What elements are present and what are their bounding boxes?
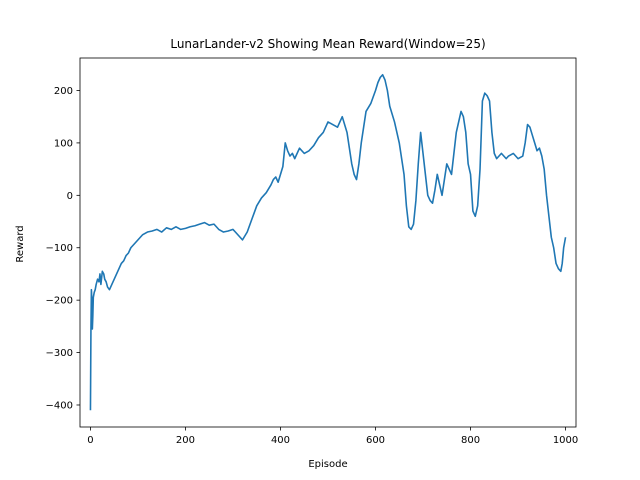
y-tick-label: −400 <box>46 400 73 411</box>
plot-frame <box>79 57 577 428</box>
x-tick-label: 200 <box>176 435 195 446</box>
x-tick-label: 800 <box>461 435 480 446</box>
series-line <box>89 73 567 411</box>
x-axis-ticks: 0 200 400 600 800 1000 <box>87 427 578 446</box>
x-axis-label: Episode <box>308 459 347 470</box>
x-tick-label: 0 <box>87 435 93 446</box>
x-tick-label: 600 <box>366 435 385 446</box>
chart-title: LunarLander-v2 Showing Mean Reward(Windo… <box>170 37 485 51</box>
y-tick-label: 200 <box>54 86 73 97</box>
x-tick-label: 400 <box>271 435 290 446</box>
y-tick-label: −100 <box>46 243 73 254</box>
plot-area <box>89 73 567 411</box>
y-tick-label: 100 <box>54 138 73 149</box>
x-tick-label: 1000 <box>553 435 578 446</box>
y-tick-label: −300 <box>46 348 73 359</box>
y-tick-label: 0 <box>67 191 73 202</box>
y-axis-ticks: −400 −300 −200 −100 0 100 200 <box>46 86 80 411</box>
y-tick-label: −200 <box>46 296 73 307</box>
y-axis-label: Reward <box>15 225 26 262</box>
